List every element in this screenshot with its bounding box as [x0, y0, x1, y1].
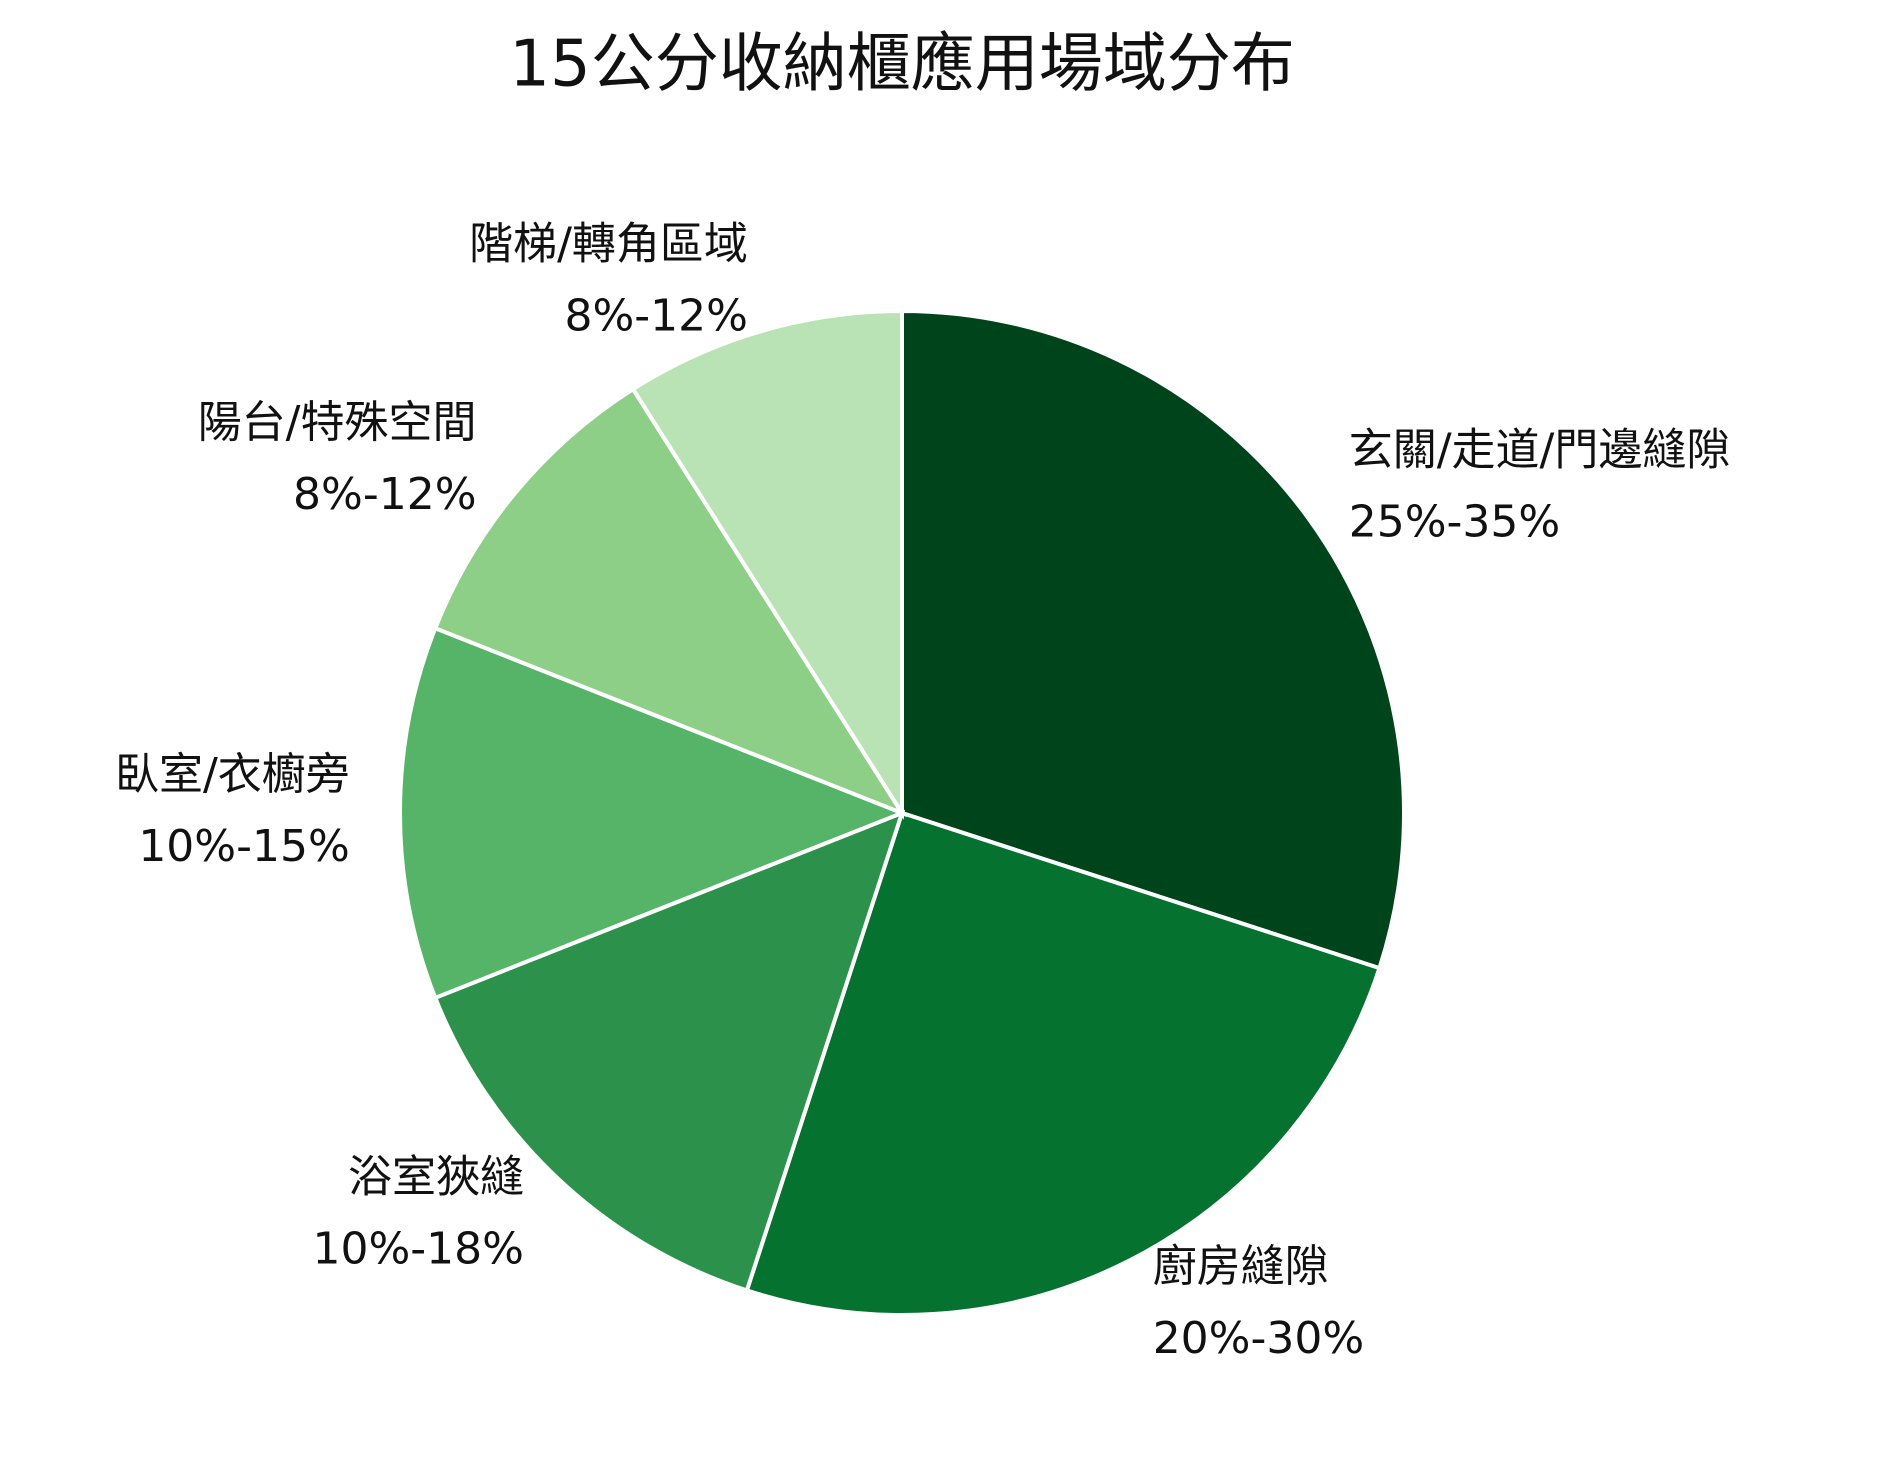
- value-label: 8%-12%: [564, 291, 747, 342]
- value-label: 25%-35%: [1349, 496, 1560, 547]
- slice-label: 玄關/走道/門邊縫隙: [1349, 424, 1731, 475]
- slice-label: 陽台/特殊空間: [198, 397, 477, 448]
- slice-label: 階梯/轉角區域: [469, 219, 748, 270]
- chart-title: 15公分收納櫃應用場域分布: [509, 28, 1294, 102]
- value-label: 8%-12%: [293, 469, 476, 520]
- pie-slice: [744, 810, 1382, 1317]
- pie-slice: [432, 386, 907, 818]
- value-label: 10%-18%: [313, 1224, 524, 1275]
- pie-slice: [630, 308, 904, 820]
- pie-slice: [432, 809, 906, 1293]
- pie-slice: [900, 308, 1406, 971]
- slice-label: 浴室狹縫: [348, 1152, 524, 1203]
- slice-label: 臥室/衣櫥旁: [115, 749, 350, 800]
- pie-slice: [398, 625, 908, 1001]
- value-label: 20%-30%: [1153, 1313, 1364, 1364]
- value-label: 10%-15%: [138, 821, 349, 872]
- slice-label: 廚房縫隙: [1153, 1241, 1329, 1292]
